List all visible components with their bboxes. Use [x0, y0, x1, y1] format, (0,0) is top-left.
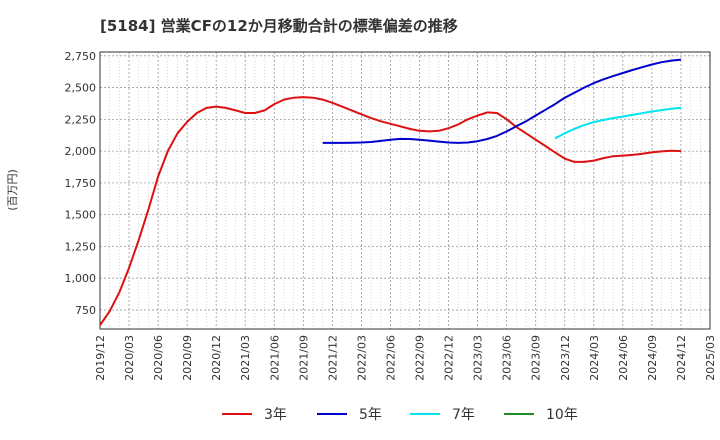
y-tick-label: 1,250: [65, 240, 97, 253]
x-tick-label: 2020/06: [152, 335, 165, 381]
y-tick-label: 2,000: [65, 145, 97, 158]
x-tick-label: 2024/03: [588, 335, 601, 381]
chart-title: [5184] 営業CFの12か月移動合計の標準偏差の推移: [100, 17, 458, 35]
grid: [99, 52, 711, 329]
legend-label-2: 5年: [359, 407, 382, 423]
y-tick-label: 1,750: [65, 177, 97, 190]
x-tick-label: 2021/03: [239, 335, 252, 381]
y-tick-label: 1,500: [65, 209, 97, 222]
plot-area: [99, 51, 711, 330]
x-tick-label: 2021/12: [326, 335, 339, 381]
x-tick-label: 2024/12: [675, 335, 688, 381]
legend: 3年 5年 7年 10年: [222, 407, 578, 423]
x-tick-label: 2021/06: [268, 335, 281, 381]
y-tick-label: 2,750: [65, 50, 97, 63]
x-tick-label: 2022/03: [355, 335, 368, 381]
x-tick-label: 2025/03: [704, 335, 717, 381]
y-tick-label: 750: [75, 304, 96, 317]
legend-label-3: 7年: [452, 407, 475, 423]
y-tick-label: 1,000: [65, 272, 97, 285]
x-tick-label: 2021/09: [297, 335, 310, 381]
x-tick-label: 2023/06: [501, 335, 514, 381]
y-tick-label: 2,500: [65, 82, 97, 95]
x-tick-label: 2019/12: [94, 335, 107, 381]
x-tick-label: 2024/06: [617, 335, 630, 381]
series-line-3: [554, 106, 682, 140]
y-axis-label: (百万円): [6, 169, 19, 211]
x-tick-label: 2022/12: [443, 335, 456, 381]
series-lines: [99, 58, 682, 326]
x-axis: 2019/12 2020/03 2020/06 2020/09 2020/12 2021/…: [94, 335, 717, 381]
legend-label-1: 3年: [264, 407, 287, 423]
y-tick-label: 2,250: [65, 113, 97, 126]
x-tick-label: 2020/09: [181, 335, 194, 381]
series-line-2: [322, 58, 682, 144]
x-tick-label: 2024/09: [646, 335, 659, 381]
x-tick-label: 2023/03: [472, 335, 485, 381]
series-line-1: [99, 96, 682, 326]
x-tick-label: 2022/09: [414, 335, 427, 381]
y-axis: 750 1,000 1,250 1,500 1,750 2,000 2,250 2,500 2,…: [65, 50, 97, 317]
x-tick-label: 2023/09: [530, 335, 543, 381]
x-tick-label: 2020/12: [210, 335, 223, 381]
legend-label-4: 10年: [546, 407, 578, 423]
x-tick-label: 2020/03: [123, 335, 136, 381]
x-tick-label: 2023/12: [559, 335, 572, 381]
x-tick-label: 2022/06: [384, 335, 397, 381]
